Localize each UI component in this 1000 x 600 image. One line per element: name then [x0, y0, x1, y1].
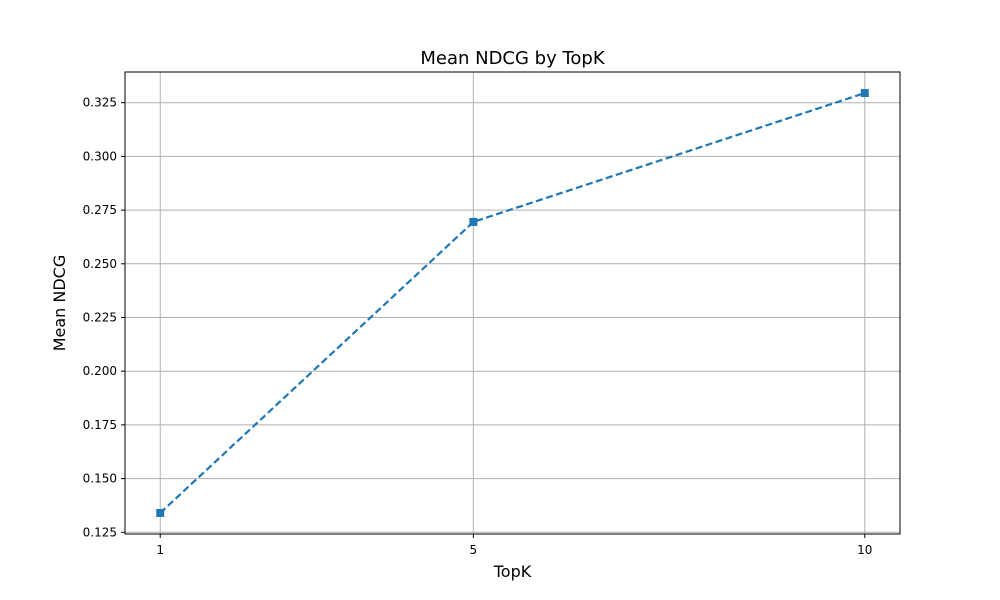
y-tick-label: 0.175	[83, 418, 117, 432]
y-tick-label: 0.150	[83, 472, 117, 486]
series-group	[156, 89, 869, 517]
y-tick-label: 0.250	[83, 257, 117, 271]
x-axis-label: TopK	[493, 562, 532, 581]
x-tick-label: 5	[470, 543, 478, 557]
y-tick-label: 0.225	[83, 310, 117, 324]
chart-title: Mean NDCG by TopK	[420, 48, 606, 69]
y-tick-label: 0.125	[83, 525, 117, 539]
y-tick-label: 0.275	[83, 203, 117, 217]
y-tick-label: 0.300	[83, 149, 117, 163]
data-point-marker	[156, 508, 165, 517]
series-line	[159, 92, 866, 514]
x-tick-label: 10	[857, 543, 872, 557]
data-point-marker	[469, 217, 478, 226]
data-point-marker	[860, 89, 869, 98]
y-tick-label: 0.325	[83, 96, 117, 110]
y-axis-label: Mean NDCG	[50, 255, 69, 352]
axis-ticks: 1 5 10 0.125 0.150 0.175 0.200 0.225 0.250 0.275 0…	[83, 96, 873, 557]
x-tick-label: 1	[156, 543, 164, 557]
plot-frame	[124, 71, 901, 535]
y-tick-label: 0.200	[83, 364, 117, 378]
